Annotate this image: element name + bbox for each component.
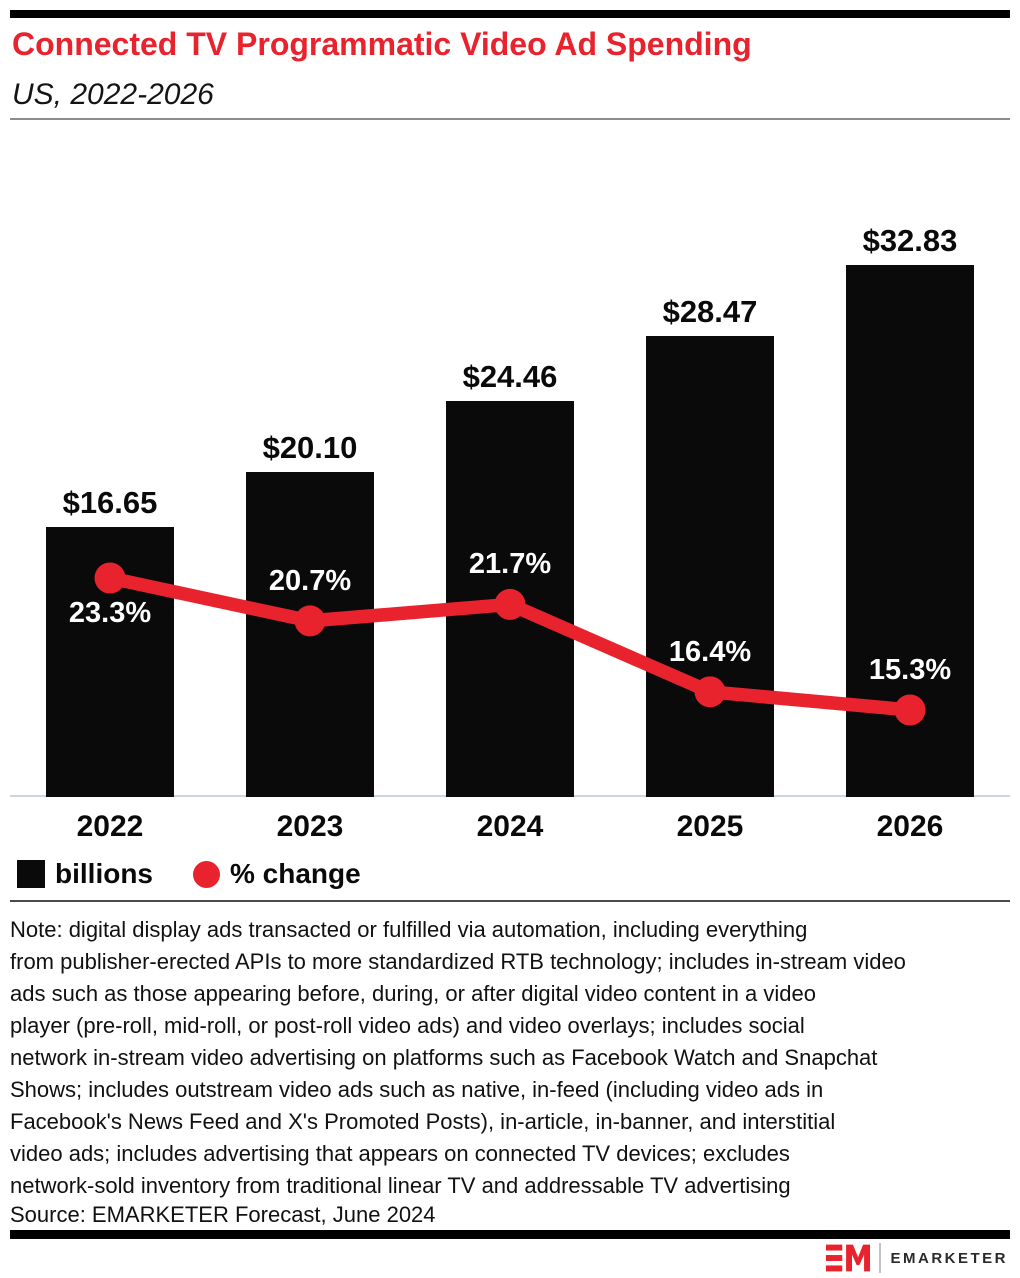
note-line: from publisher-erected APIs to more stan… <box>10 949 906 974</box>
note-line: network-sold inventory from traditional … <box>10 1173 791 1198</box>
x-axis-label-2023: 2023 <box>276 810 344 843</box>
legend-bar-swatch-icon <box>17 860 45 888</box>
note-line: ads such as those appearing before, duri… <box>10 981 816 1006</box>
bar-value-label-2022: $16.65 <box>62 485 158 521</box>
x-axis-label-2022: 2022 <box>76 810 144 843</box>
note-line: Shows; includes outstream video ads such… <box>10 1077 824 1102</box>
source-line: Source: EMARKETER Forecast, June 2024 <box>10 1202 436 1227</box>
trend-point-2023 <box>294 605 326 637</box>
note-divider <box>10 900 1010 902</box>
note-line: video ads; includes advertising that app… <box>10 1141 790 1166</box>
chart-legend: billions % change <box>17 858 361 890</box>
trend-point-2026 <box>894 694 926 726</box>
trend-point-2024 <box>494 588 526 620</box>
note-line: player (pre-roll, mid-roll, or post-roll… <box>10 1013 805 1038</box>
pct-change-label-2024: 21.7% <box>468 548 552 581</box>
pct-change-label-2025: 16.4% <box>668 635 752 668</box>
legend-line-label: % change <box>230 858 361 889</box>
trend-point-2025 <box>694 676 726 708</box>
chart-title: Connected TV Programmatic Video Ad Spend… <box>12 26 752 62</box>
bar-value-label-2023: $20.10 <box>262 429 358 465</box>
note-line: Note: digital display ads transacted or … <box>10 917 808 942</box>
brand-divider <box>879 1243 882 1273</box>
bar-value-label-2024: $24.46 <box>462 358 558 394</box>
brand-wordmark: EMARKETER <box>890 1249 1008 1267</box>
legend-bar-label: billions <box>55 858 153 889</box>
top-accent-bar <box>10 10 1010 18</box>
bottom-accent-bar <box>10 1230 1010 1239</box>
x-axis-label-2025: 2025 <box>676 810 744 843</box>
brand-footer: EMARKETER <box>826 1242 1008 1274</box>
bar-value-label-2025: $28.47 <box>662 294 758 330</box>
trend-point-2022 <box>94 562 126 594</box>
x-axis-label-2024: 2024 <box>476 810 544 843</box>
note: Note: digital display ads transacted or … <box>10 914 1014 1202</box>
legend-line-swatch-icon <box>193 860 220 888</box>
pct-change-label-2022: 23.3% <box>68 597 152 629</box>
emarketer-logo-icon <box>826 1244 871 1272</box>
pct-change-label-2026: 15.3% <box>868 654 952 686</box>
note-line: Facebook's News Feed and X's Promoted Po… <box>10 1109 836 1134</box>
header-divider <box>10 118 1010 120</box>
bar-2025 <box>646 336 774 797</box>
x-axis-label-2026: 2026 <box>876 810 944 843</box>
chart-subtitle: US, 2022-2026 <box>12 78 214 111</box>
bar-value-label-2026: $32.83 <box>862 223 958 259</box>
note-line: network in-stream video advertising on p… <box>10 1045 878 1070</box>
pct-change-label-2023: 20.7% <box>268 564 352 597</box>
